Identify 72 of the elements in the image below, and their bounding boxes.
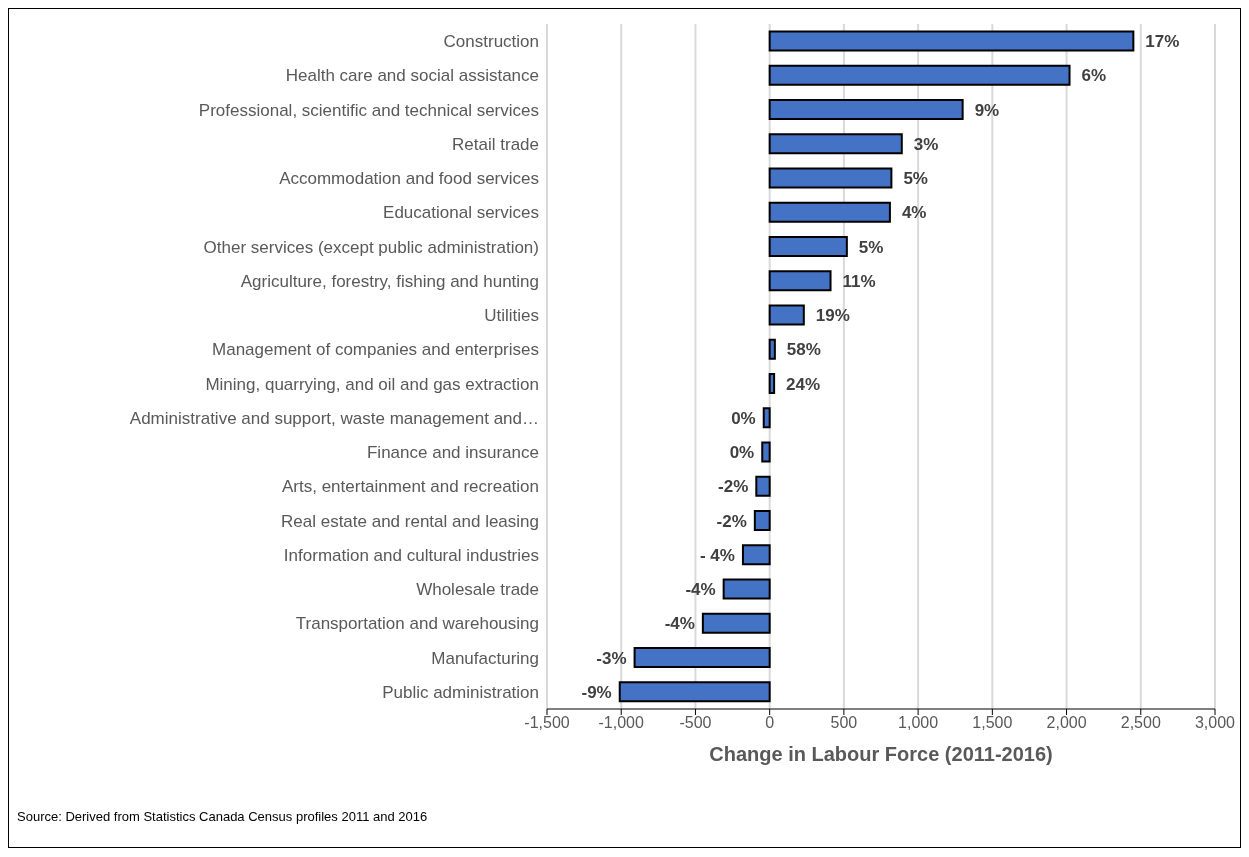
annotation: 3%: [913, 134, 939, 154]
x-tick-label: -500: [679, 714, 712, 732]
y-tick-label: Construction: [443, 32, 539, 52]
x-tick-label: 500: [830, 714, 858, 732]
y-tick-label: Accommodation and food services: [279, 169, 539, 189]
annotation: -4%: [685, 580, 716, 600]
bar: [768, 30, 1135, 52]
bar: [741, 544, 771, 566]
annotation: 58%: [786, 340, 821, 360]
y-tick-label: Administrative and support, waste management and…: [129, 408, 539, 428]
x-tick-label: 2,000: [1046, 714, 1087, 732]
y-tick-label: Retail trade: [452, 134, 539, 154]
y-tick-label: Finance and insurance: [366, 443, 539, 463]
y-tick-label: Information and cultural industries: [283, 545, 539, 565]
bar: [722, 578, 771, 600]
bar: [755, 475, 771, 497]
x-tick-label: -1,000: [598, 714, 644, 732]
y-tick-label: Manufacturing: [431, 648, 539, 668]
x-tick-label: 2,500: [1120, 714, 1161, 732]
x-tick-label: -1,500: [524, 714, 570, 732]
y-tick-label: Other services (except public administration): [203, 237, 539, 257]
bar: [768, 99, 964, 121]
x-tick-label: 0: [765, 714, 775, 732]
annotation: 6%: [1081, 66, 1107, 86]
x-axis-title: Change in Labour Force (2011-2016): [709, 743, 1053, 765]
y-tick-label: Public administration: [382, 682, 539, 702]
y-tick-label: Arts, entertainment and recreation: [281, 477, 539, 497]
annotation: - 4%: [699, 545, 735, 565]
annotation: 11%: [842, 271, 876, 291]
bar: [633, 647, 771, 669]
x-tick-label: 1,500: [972, 714, 1013, 732]
y-tick-label: Health care and social assistance: [285, 66, 539, 86]
y-tick-label: Wholesale trade: [416, 580, 539, 600]
annotation: 19%: [815, 306, 850, 326]
bar: [701, 612, 771, 634]
bar: [768, 338, 776, 360]
bar: [768, 236, 848, 258]
y-tick-label: Real estate and rental and leasing: [280, 511, 539, 531]
annotation: 0%: [731, 408, 756, 428]
bar: [753, 510, 771, 532]
annotation: -9%: [581, 682, 612, 702]
x-tick-label: 3,000: [1194, 714, 1236, 732]
annotation: 4%: [901, 203, 927, 223]
annotation: -3%: [596, 648, 627, 668]
x-tick-label: 1,000: [898, 714, 939, 732]
annotation: -4%: [664, 614, 695, 634]
y-tick-label: Transportation and warehousing: [295, 614, 539, 634]
bar: [768, 133, 903, 155]
bar: [762, 407, 771, 429]
bar: [768, 270, 832, 292]
y-tick-label: Management of companies and enterprises: [212, 340, 539, 360]
annotation: 5%: [858, 237, 884, 257]
annotation: -2%: [718, 477, 749, 497]
y-tick-label: Utilities: [484, 306, 539, 326]
bar: [761, 441, 771, 463]
bar: [768, 304, 805, 326]
annotation: 17%: [1145, 32, 1180, 52]
bar: [768, 167, 893, 189]
bar: [618, 681, 771, 703]
source-note: Source: Derived from Statistics Canada Census profiles 2011 and 2016: [17, 809, 428, 824]
y-tick-label: Educational services: [383, 203, 539, 223]
annotation: -2%: [716, 511, 747, 531]
y-tick-label: Agriculture, forestry, fishing and hunting: [240, 271, 539, 291]
bar: [768, 201, 891, 223]
bar: [768, 64, 1071, 86]
annotation: 5%: [903, 169, 928, 189]
bar: [768, 373, 776, 395]
y-tick-label: Professional, scientific and technical services: [198, 100, 539, 120]
annotation: 0%: [729, 443, 755, 463]
annotation: 24%: [786, 374, 821, 394]
y-tick-label: Mining, quarrying, and oil and gas extraction: [205, 374, 539, 394]
annotation: 9%: [974, 100, 1000, 120]
